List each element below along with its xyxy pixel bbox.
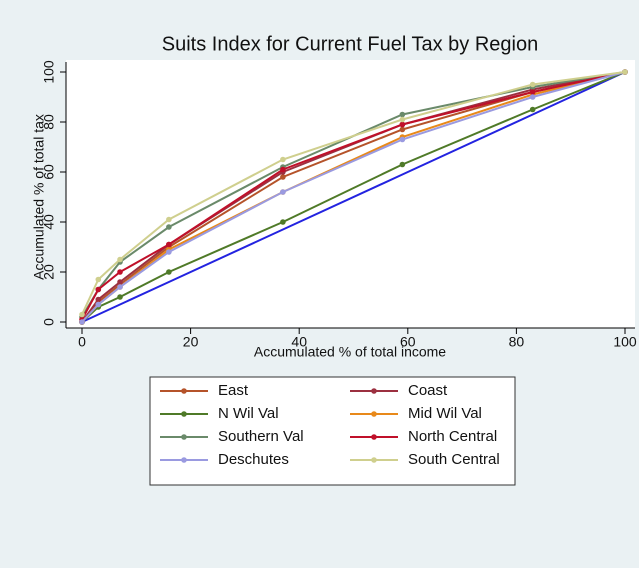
series-point bbox=[529, 106, 536, 113]
y-tick-label: 100 bbox=[41, 60, 57, 84]
series-point bbox=[399, 161, 406, 168]
x-tick-label: 80 bbox=[509, 334, 525, 350]
series-line bbox=[81, 71, 626, 323]
legend-marker bbox=[371, 434, 377, 440]
legend-label: East bbox=[218, 382, 249, 399]
legend-label: South Central bbox=[408, 451, 500, 468]
series-point bbox=[529, 89, 536, 95]
series-point bbox=[399, 126, 406, 133]
y-tick-label: 80 bbox=[41, 114, 57, 130]
series-point bbox=[117, 294, 123, 300]
series-point bbox=[280, 189, 286, 195]
legend-label: Southern Val bbox=[218, 428, 304, 445]
series-point bbox=[399, 121, 406, 128]
y-tick-label: 0 bbox=[41, 318, 57, 326]
series-point bbox=[95, 276, 102, 283]
series-point bbox=[399, 136, 406, 143]
x-tick-label: 20 bbox=[183, 334, 199, 350]
legend-box bbox=[149, 376, 516, 486]
series-point bbox=[95, 296, 102, 303]
legend-marker bbox=[371, 388, 377, 394]
legend-label: Deschutes bbox=[218, 451, 289, 468]
y-axis-label: Accumulated % of total tax bbox=[31, 114, 47, 280]
series-point bbox=[95, 301, 102, 308]
x-tick-label: 0 bbox=[78, 334, 86, 350]
series-line bbox=[81, 71, 626, 323]
series-line bbox=[81, 71, 626, 320]
series-point bbox=[117, 256, 123, 263]
series-point bbox=[529, 81, 536, 88]
series-point bbox=[95, 286, 102, 293]
chart-title: Suits Index for Current Fuel Tax by Regi… bbox=[162, 33, 538, 55]
legend-marker bbox=[371, 411, 377, 417]
y-tick-label: 60 bbox=[41, 164, 57, 180]
series-point bbox=[399, 111, 406, 118]
series-point bbox=[529, 94, 536, 100]
legend-label: Coast bbox=[408, 382, 448, 399]
series-point bbox=[280, 219, 286, 225]
series-point bbox=[79, 319, 85, 325]
series-point bbox=[166, 249, 172, 255]
series-point bbox=[166, 224, 172, 230]
series-point bbox=[622, 69, 628, 75]
series-point bbox=[117, 279, 123, 285]
plot-area bbox=[66, 60, 635, 328]
series-point bbox=[280, 156, 286, 163]
series-point bbox=[117, 284, 123, 290]
legend-marker bbox=[181, 434, 187, 440]
x-tick-label: 100 bbox=[613, 334, 637, 350]
legend-label: N Wil Val bbox=[218, 405, 279, 422]
series-line bbox=[81, 71, 626, 318]
x-tick-label: 40 bbox=[291, 334, 307, 350]
series-point bbox=[117, 269, 123, 275]
series-line bbox=[81, 71, 626, 315]
x-axis-label: Accumulated % of total income bbox=[254, 344, 446, 360]
series-point bbox=[166, 269, 172, 275]
legend-label: Mid Wil Val bbox=[408, 405, 482, 422]
series-point bbox=[399, 116, 406, 123]
series-point bbox=[166, 216, 172, 223]
series-point bbox=[79, 311, 85, 318]
series-point bbox=[280, 174, 286, 180]
y-tick-label: 40 bbox=[41, 214, 57, 230]
legend-marker bbox=[371, 457, 377, 463]
legend-label: North Central bbox=[408, 428, 497, 445]
x-tick-label: 60 bbox=[400, 334, 416, 350]
series-line bbox=[81, 71, 626, 323]
series-point bbox=[280, 166, 286, 173]
y-tick-label: 20 bbox=[41, 264, 57, 280]
legend-marker bbox=[181, 411, 187, 417]
series-point bbox=[166, 241, 172, 248]
series-line bbox=[81, 71, 626, 323]
legend-marker bbox=[181, 388, 187, 394]
legend-marker bbox=[181, 457, 187, 463]
